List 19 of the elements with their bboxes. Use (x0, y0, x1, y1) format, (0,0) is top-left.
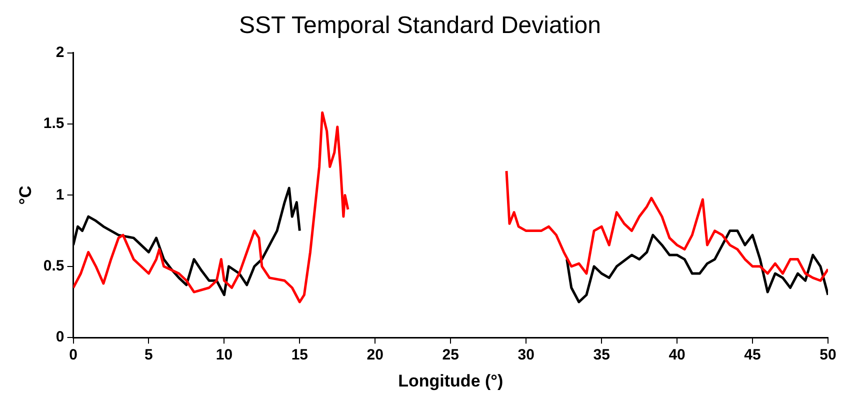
x-tick-label: 30 (518, 346, 534, 364)
x-tick-label: 15 (291, 346, 308, 364)
x-tick-label: 40 (668, 346, 686, 364)
y-tick-label: 1.5 (43, 115, 64, 132)
chart-title: SST Temporal Standard Deviation (239, 12, 601, 40)
x-axis-title: Longitude (°) (398, 371, 504, 390)
x-tick-label: 45 (744, 346, 761, 364)
x-tick-label: 0 (69, 346, 78, 364)
x-tick-label: 10 (216, 346, 233, 364)
y-tick-label: 1 (56, 186, 64, 204)
x-tick-label: 20 (366, 346, 384, 364)
x-tick-label: 25 (442, 346, 459, 364)
x-tick-label: 5 (144, 346, 153, 364)
x-tick-label: 35 (593, 346, 610, 364)
x-tick-label: 50 (820, 346, 836, 364)
y-axis-title: °C (16, 186, 35, 205)
y-tick-label: 0 (56, 328, 64, 346)
y-tick-label: 2 (56, 44, 64, 61)
y-tick-label: 0.5 (43, 258, 64, 275)
